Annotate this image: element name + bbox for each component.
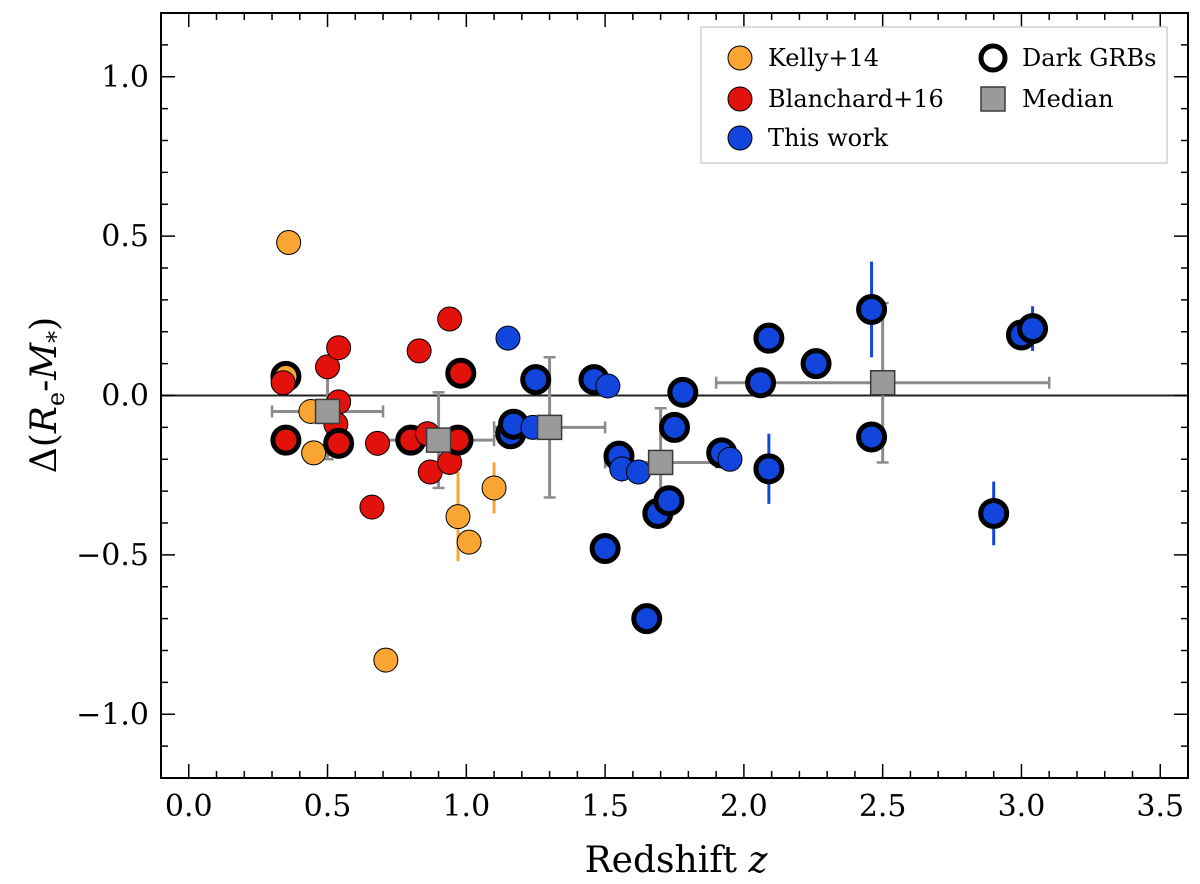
dark-grb-point-this-work <box>800 348 832 380</box>
median-marker <box>314 398 341 425</box>
data-point-this-work <box>595 373 621 399</box>
dark-grb-point-blanchard-16 <box>323 427 355 459</box>
legend: Kelly+14 Blanchard+16 This work Dark GRBs Me… <box>700 26 1168 164</box>
data-point-blanchard-16 <box>359 494 385 520</box>
x-tick-label: 1.0 <box>442 789 490 824</box>
data-point-blanchard-16 <box>406 338 432 364</box>
x-tick-label: 3.5 <box>1136 789 1184 824</box>
dark-grb-point-this-work <box>667 376 699 408</box>
x-tick-label: 2.0 <box>720 789 768 824</box>
svg-text:Δ(Re-M*): Δ(Re-M*) <box>24 317 70 473</box>
legend-label: Dark GRBs <box>1022 44 1156 72</box>
legend-label: This work <box>768 124 889 152</box>
x-tick-label: 2.5 <box>859 789 907 824</box>
dark-grb-point-this-work <box>745 367 777 399</box>
legend-marker <box>727 86 753 112</box>
y-tick-label: −0.5 <box>76 538 149 573</box>
data-point-blanchard-16 <box>326 335 352 361</box>
legend-entry: This work <box>727 124 889 152</box>
x-tick-label: 1.5 <box>581 789 629 824</box>
median-marker <box>869 370 896 396</box>
svg-text:Redshift z: Redshift z <box>585 840 769 881</box>
data-point-this-work <box>495 325 521 351</box>
median-marker <box>647 449 674 476</box>
data-point-kelly-14 <box>373 647 399 673</box>
y-axis-label: Δ(Re-M*) <box>24 317 70 473</box>
x-tick-label: 3.0 <box>998 789 1046 824</box>
median-layer <box>314 370 896 476</box>
x-axis-label: Redshift z <box>585 840 769 881</box>
dark-grb-point-this-work <box>631 603 663 635</box>
dark-grb-point-this-work <box>753 322 785 354</box>
dark-grb-point-this-work <box>653 485 685 517</box>
legend-box <box>700 26 1168 164</box>
data-point-layer <box>270 230 1049 673</box>
data-point-kelly-14 <box>456 529 482 555</box>
dark-grb-point-blanchard-16 <box>445 357 477 389</box>
legend-label: Blanchard+16 <box>768 85 944 113</box>
dark-grb-point-this-work <box>1017 313 1049 345</box>
dark-grb-point-this-work <box>978 497 1010 529</box>
x-tick-label: 0.5 <box>304 789 352 824</box>
dark-grb-point-this-work <box>520 364 552 396</box>
data-point-this-work <box>625 459 651 485</box>
data-point-kelly-14 <box>276 230 302 255</box>
y-tick-label: 1.0 <box>101 60 149 95</box>
y-tick-label: 0.0 <box>101 379 149 414</box>
legend-entry: Median <box>980 85 1114 113</box>
y-tick-label: 0.5 <box>101 219 149 254</box>
data-point-kelly-14 <box>445 504 471 530</box>
dark-grb-point-this-work <box>659 411 690 443</box>
data-point-blanchard-16 <box>437 306 463 332</box>
data-point-this-work <box>717 446 743 472</box>
data-point-kelly-14 <box>301 440 327 466</box>
data-point-blanchard-16 <box>270 370 296 396</box>
axes: 0.0 0.5 1.0 1.5 2.0 2.5 3.0 3.5 1.0 0.5 0.0 −0.5 −1.… <box>76 12 1189 824</box>
data-point-kelly-14 <box>481 475 507 501</box>
legend-entry: Kelly+14 <box>727 44 879 72</box>
legend-label: Kelly+14 <box>768 44 879 72</box>
median-marker <box>425 427 452 453</box>
dark-grb-point-this-work <box>753 453 785 485</box>
legend-marker <box>727 45 753 71</box>
dark-grb-point-this-work <box>589 533 621 564</box>
x-tick-label: 0.0 <box>165 789 213 824</box>
data-point-blanchard-16 <box>315 354 341 380</box>
dark-grb-point-blanchard-16 <box>270 424 302 456</box>
legend-entry: Blanchard+16 <box>727 85 944 113</box>
y-tick-label: −1.0 <box>76 697 149 732</box>
dark-grb-point-this-work <box>856 293 888 325</box>
legend-ring-marker <box>978 43 1008 73</box>
legend-square-marker <box>980 86 1006 112</box>
median-marker <box>536 414 563 441</box>
legend-label: Median <box>1022 85 1114 113</box>
dark-grb-point-this-work <box>856 421 888 453</box>
legend-entry: Dark GRBs <box>978 43 1156 73</box>
data-point-blanchard-16 <box>365 430 391 456</box>
legend-marker <box>727 125 753 151</box>
